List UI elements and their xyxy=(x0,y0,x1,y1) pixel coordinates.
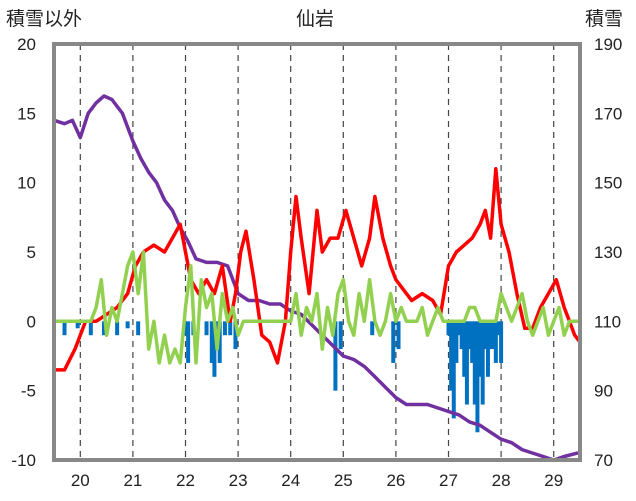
axis-tick-labels: 20 15 10 5 0 -5 -10 190 170 150 130 110 90 70 20 21 22 23… xyxy=(11,35,622,490)
bar-41 xyxy=(493,321,498,363)
bar-26 xyxy=(454,321,459,363)
bar-2 xyxy=(88,321,93,336)
left-tick-label: -10 xyxy=(11,451,36,470)
bar-14 xyxy=(217,321,222,363)
bar-series-snowfall xyxy=(62,321,504,433)
bar-31 xyxy=(467,321,472,350)
right-tick-label: 130 xyxy=(594,243,622,262)
bar-21 xyxy=(391,321,396,363)
bar-28 xyxy=(459,321,464,350)
chart-title: 仙岩 xyxy=(296,8,335,30)
line-series-group xyxy=(52,94,582,462)
vertical-gridlines xyxy=(79,44,555,460)
left-tick-label: 20 xyxy=(17,35,36,54)
bar-10 xyxy=(204,321,209,336)
left-axis-title: 積雪以外 xyxy=(6,8,83,30)
bar-29 xyxy=(462,321,467,377)
right-tick-label: 110 xyxy=(594,312,621,331)
bar-34 xyxy=(475,321,480,433)
bar-42 xyxy=(496,321,501,336)
bar-19 xyxy=(338,321,343,350)
bar-16 xyxy=(228,321,233,336)
bar-23 xyxy=(446,321,451,336)
x-tick-label: 26 xyxy=(386,471,405,490)
bar-37 xyxy=(483,321,488,350)
line-series-1 xyxy=(52,167,582,372)
bar-5 xyxy=(125,321,130,329)
bar-32 xyxy=(470,321,475,363)
bar-8 xyxy=(186,321,191,363)
right-tick-label: 150 xyxy=(594,174,622,193)
bar-6 xyxy=(136,321,141,336)
bar-12 xyxy=(212,321,217,377)
bar-7 xyxy=(183,321,188,336)
line-series-0 xyxy=(52,94,580,462)
bar-20 xyxy=(370,321,375,336)
bar-15 xyxy=(222,321,227,336)
plot-area-border xyxy=(52,42,582,462)
bar-18 xyxy=(333,321,338,391)
left-tick-label: -5 xyxy=(21,382,36,401)
bar-4 xyxy=(115,321,120,336)
left-tick-label: 5 xyxy=(27,243,36,262)
x-tick-label: 25 xyxy=(334,471,353,490)
x-tick-label: 23 xyxy=(229,471,248,490)
bar-25 xyxy=(451,321,456,419)
bar-39 xyxy=(488,321,493,350)
bar-38 xyxy=(485,321,490,377)
bar-11 xyxy=(209,321,214,363)
right-tick-label: 170 xyxy=(594,104,622,123)
bar-43 xyxy=(499,321,504,363)
bar-36 xyxy=(480,321,485,405)
left-tick-label: 0 xyxy=(27,312,36,331)
bar-24 xyxy=(449,321,454,391)
bar-0 xyxy=(62,321,67,336)
right-tick-label: 190 xyxy=(594,35,622,54)
bar-33 xyxy=(472,321,477,405)
x-tick-label: 22 xyxy=(176,471,195,490)
x-tick-label: 27 xyxy=(439,471,458,490)
left-tick-label: 15 xyxy=(17,104,36,123)
bar-30 xyxy=(464,321,469,405)
bar-35 xyxy=(478,321,483,377)
x-tick-label: 28 xyxy=(492,471,511,490)
bar-40 xyxy=(491,321,496,350)
bar-17 xyxy=(233,321,238,350)
line-series-2 xyxy=(52,250,582,365)
bar-27 xyxy=(457,321,462,336)
x-tick-label: 20 xyxy=(71,471,90,490)
left-tick-label: 10 xyxy=(17,174,36,193)
bar-1 xyxy=(75,321,80,329)
right-tick-label: 90 xyxy=(594,382,613,401)
right-tick-label: 70 xyxy=(594,451,613,470)
x-tick-label: 29 xyxy=(544,471,563,490)
x-tick-label: 24 xyxy=(281,471,300,490)
bar-22 xyxy=(396,321,401,350)
bar-3 xyxy=(101,321,106,336)
x-tick-label: 21 xyxy=(123,471,142,490)
right-axis-title: 積雪 xyxy=(585,8,624,30)
